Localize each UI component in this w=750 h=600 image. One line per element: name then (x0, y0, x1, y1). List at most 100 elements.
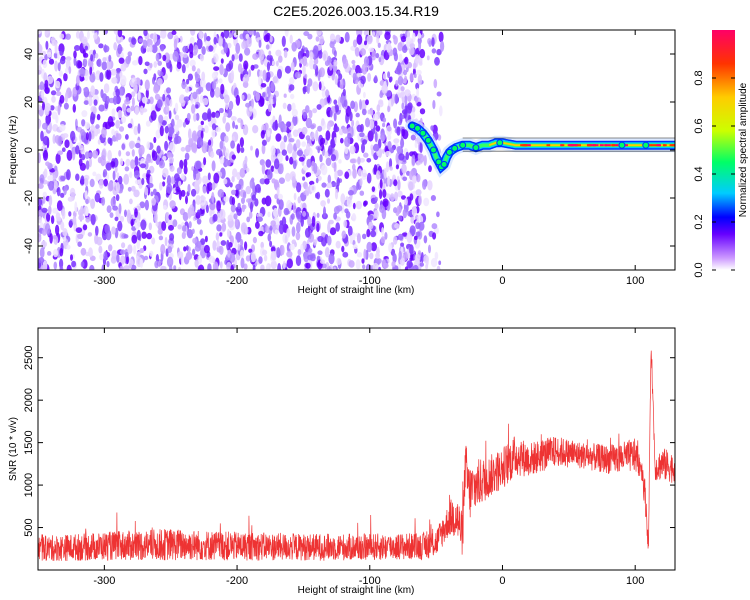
spectrogram-noise-cells (38, 30, 445, 270)
noise-cell (41, 264, 47, 270)
noise-cell (189, 204, 195, 215)
noise-cell (89, 73, 96, 83)
noise-cell (378, 57, 382, 63)
noise-cell (374, 120, 378, 127)
noise-cell (204, 235, 208, 243)
noise-cell (274, 158, 280, 170)
noise-cell (231, 154, 236, 160)
noise-cell (438, 31, 444, 43)
noise-cell (56, 200, 63, 212)
noise-cell (369, 119, 375, 130)
noise-cell (85, 207, 89, 217)
noise-cell (379, 178, 383, 189)
noise-cell (344, 136, 351, 148)
noise-cell (283, 207, 290, 216)
noise-cell (333, 161, 337, 173)
noise-cell (77, 60, 83, 69)
noise-cell (131, 97, 135, 107)
noise-cell (213, 213, 218, 222)
snr-y-tick-label: 2500 (23, 345, 35, 369)
noise-cell (410, 216, 415, 224)
noise-cell (98, 178, 104, 189)
noise-cell (436, 91, 442, 97)
noise-cell (158, 260, 161, 268)
noise-cell (316, 30, 322, 36)
noise-cell (128, 263, 133, 269)
noise-cell (89, 178, 95, 188)
noise-cell (302, 64, 306, 77)
noise-cell (134, 106, 139, 116)
noise-cell (333, 50, 337, 58)
noise-cell (398, 53, 403, 63)
noise-cell (295, 139, 301, 149)
noise-cell (115, 88, 120, 97)
noise-cell (151, 237, 156, 245)
noise-cell (395, 80, 399, 87)
noise-cell (45, 40, 49, 50)
snr-y-tick-label: 2000 (23, 388, 35, 412)
noise-cell (352, 202, 356, 210)
noise-cell (157, 228, 163, 235)
noise-cell (379, 92, 384, 98)
noise-cell (291, 213, 295, 220)
noise-cell (75, 74, 80, 86)
noise-cell (382, 262, 389, 269)
noise-cell (384, 31, 391, 41)
noise-cell (90, 54, 94, 62)
noise-cell (266, 61, 271, 72)
noise-cell (321, 118, 325, 126)
noise-cell (162, 93, 166, 102)
noise-cell (231, 189, 236, 195)
noise-cell (157, 69, 161, 76)
noise-cell (111, 128, 115, 136)
noise-cell (274, 229, 279, 235)
noise-cell (324, 151, 329, 158)
noise-cell (415, 47, 420, 57)
noise-cell (316, 212, 320, 218)
noise-cell (336, 257, 342, 265)
noise-cell (342, 58, 349, 69)
noise-cell (52, 134, 56, 144)
noise-cell (81, 110, 88, 118)
noise-cell (328, 219, 334, 225)
noise-cell (121, 116, 126, 124)
signal-peak (663, 144, 667, 147)
noise-cell (278, 177, 285, 184)
noise-cell (191, 65, 196, 72)
noise-cell (143, 255, 149, 261)
noise-cell (255, 221, 260, 229)
noise-cell (212, 261, 219, 270)
noise-cell (369, 107, 374, 117)
noise-cell (106, 205, 112, 214)
noise-cell (134, 156, 139, 167)
noise-cell (319, 67, 325, 78)
signal-blob (459, 141, 467, 149)
noise-cell (235, 183, 242, 191)
noise-cell (92, 171, 97, 177)
noise-cell (415, 222, 421, 230)
noise-cell (367, 109, 371, 115)
noise-cell (355, 200, 362, 210)
noise-cell (48, 205, 52, 215)
noise-cell (246, 198, 253, 204)
noise-cell (359, 157, 366, 163)
noise-cell (356, 181, 359, 191)
noise-cell (380, 236, 386, 244)
noise-cell (366, 241, 373, 253)
noise-cell (102, 169, 108, 178)
noise-cell (141, 96, 148, 104)
noise-cell (200, 238, 206, 246)
noise-cell (191, 130, 198, 141)
noise-cell (173, 38, 178, 51)
noise-cell (59, 49, 64, 56)
noise-cell (217, 189, 224, 198)
noise-cell (402, 129, 409, 140)
noise-cell (398, 215, 403, 221)
noise-cell (296, 149, 304, 157)
noise-cell (327, 174, 332, 184)
noise-cell (348, 260, 355, 268)
noise-cell (262, 69, 267, 81)
noise-cell (182, 45, 188, 53)
noise-cell (53, 180, 58, 190)
noise-cell (411, 154, 416, 166)
